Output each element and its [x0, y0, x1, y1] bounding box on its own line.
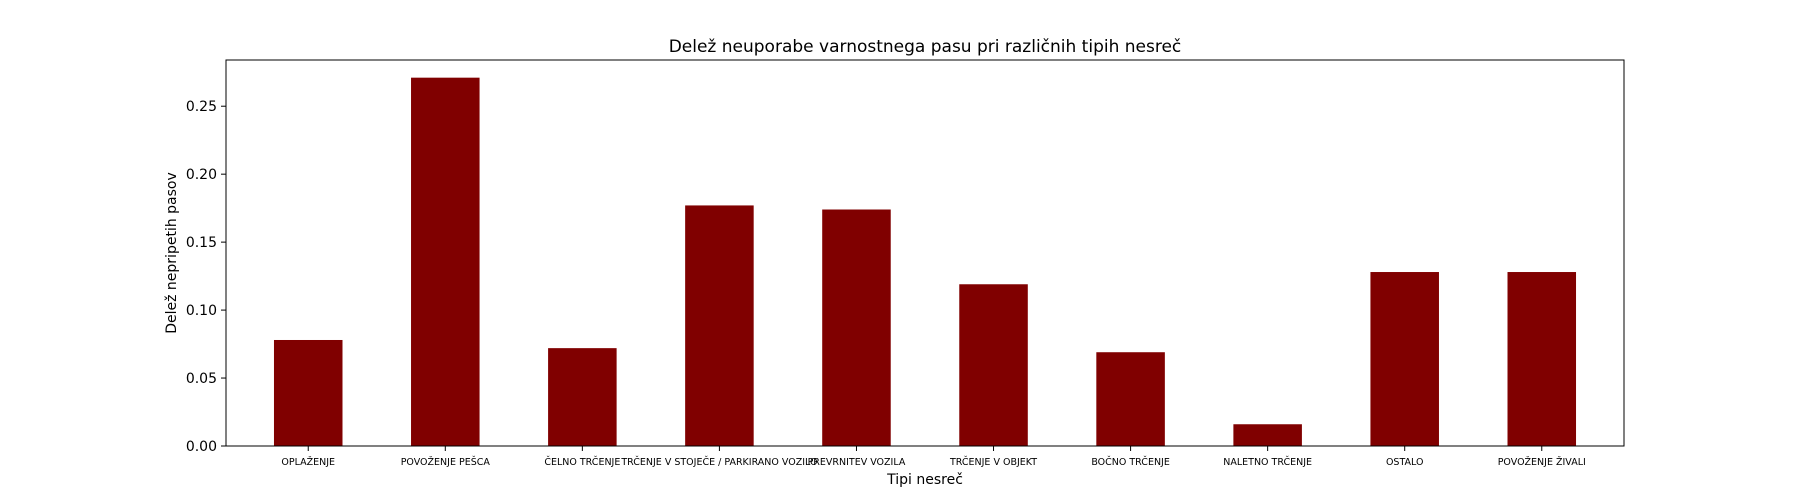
y-tick-label: 0.20	[186, 167, 217, 183]
bars-group	[273, 77, 1577, 447]
chart-title: Delež neuporabe varnostnega pasu pri raz…	[669, 37, 1182, 57]
bar	[1507, 272, 1577, 446]
x-tick-label: TRČENJE V STOJEČE / PARKIRANO VOZILO	[620, 456, 817, 468]
x-tick-label: POVOŽENJE PEŠCA	[401, 456, 491, 468]
x-tick-label: PREVRNITEV VOZILA	[808, 457, 906, 468]
y-tick-label: 0.05	[186, 371, 217, 387]
bar	[1096, 352, 1165, 446]
y-axis-ticks: 0.00 0.05 0.10 0.15 0.20 0.25	[186, 99, 226, 455]
x-axis-label: Tipi nesreč	[886, 472, 963, 488]
x-tick-label: TRČENJE V OBJEKT	[949, 456, 1037, 468]
y-tick-label: 0.15	[186, 235, 217, 251]
x-tick-label: POVOŽENJE ŽIVALI	[1498, 456, 1586, 468]
bar	[273, 339, 343, 446]
x-tick-label: OSTALO	[1386, 457, 1424, 468]
x-tick-label: ČELNO TRČENJE	[544, 456, 620, 468]
x-tick-label: BOČNO TRČENJE	[1091, 456, 1170, 468]
bar	[1370, 272, 1439, 446]
y-tick-label: 0.10	[186, 303, 217, 319]
plot-frame	[225, 59, 1625, 447]
bar	[1233, 424, 1302, 446]
bar	[548, 348, 617, 446]
y-tick-label: 0.00	[186, 439, 217, 455]
x-tick-label: OPLAŽENJE	[281, 456, 335, 468]
x-tick-label: NALETNO TRČENJE	[1223, 456, 1312, 468]
bar	[959, 284, 1028, 446]
y-axis-label: Delež nepripetih pasov	[164, 172, 180, 334]
bar	[685, 205, 754, 446]
x-axis-ticks: OPLAŽENJE POVOŽENJE PEŠCA ČELNO TRČENJE TRČ…	[281, 446, 1586, 468]
y-tick-label: 0.25	[186, 99, 217, 115]
bar	[822, 209, 891, 446]
bar	[411, 77, 480, 447]
